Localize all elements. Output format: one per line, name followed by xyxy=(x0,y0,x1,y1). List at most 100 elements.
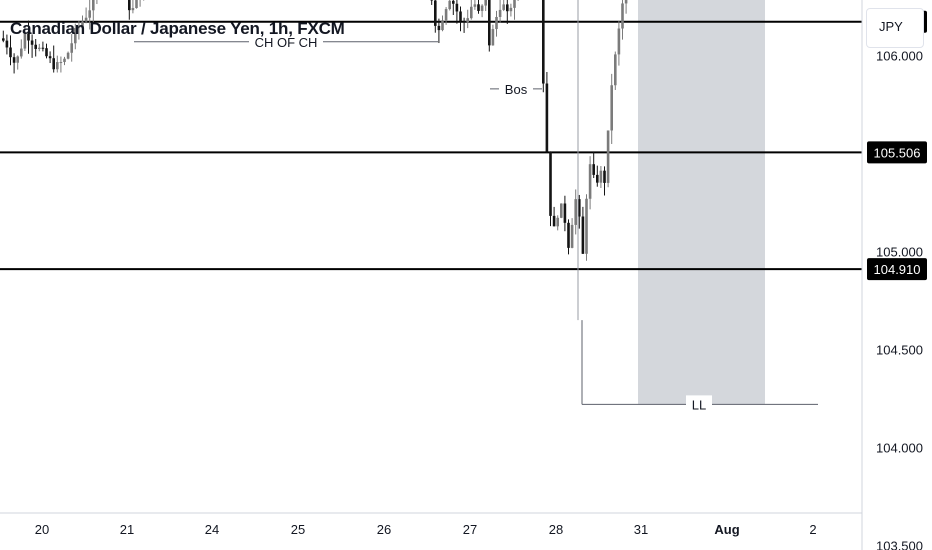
candle-14 xyxy=(52,45,55,73)
candle-body-7 xyxy=(27,33,30,41)
currency-button[interactable]: JPY xyxy=(866,8,924,48)
candle-150 xyxy=(542,0,545,93)
candle-body-160 xyxy=(578,199,581,217)
annotation-bg-bos xyxy=(499,79,533,98)
candle-143 xyxy=(517,0,519,1)
candle-125 xyxy=(452,0,455,15)
candle-12 xyxy=(45,43,48,59)
candle-35 xyxy=(128,0,131,20)
x-tick-2: 24 xyxy=(205,522,219,537)
candle-155 xyxy=(560,203,563,219)
candle-body-162 xyxy=(585,198,588,254)
x-tick-5: 27 xyxy=(463,522,477,537)
candle-3 xyxy=(12,53,16,74)
candle-body-150 xyxy=(542,0,545,84)
price-label-text-3: 104.910 xyxy=(874,262,921,277)
candle-body-125 xyxy=(452,0,455,4)
candle-body-1 xyxy=(5,40,9,48)
candle-0 xyxy=(2,30,5,43)
candle-133 xyxy=(480,4,484,18)
candle-body-24 xyxy=(88,10,91,18)
candle-body-151 xyxy=(545,83,549,152)
candle-body-2 xyxy=(9,47,12,58)
candle-body-135 xyxy=(488,0,491,46)
candle-body-10 xyxy=(38,47,41,49)
x-tick-7: 31 xyxy=(634,522,648,537)
candle-18 xyxy=(66,51,70,60)
candle-body-16 xyxy=(59,62,63,64)
candle-158 xyxy=(570,218,574,249)
candle-131 xyxy=(473,0,477,10)
candle-124 xyxy=(448,0,451,11)
candle-body-35 xyxy=(128,0,131,11)
candle-135 xyxy=(488,0,491,52)
candle-159 xyxy=(574,189,577,235)
candle-body-13 xyxy=(48,56,52,59)
candle-body-155 xyxy=(560,203,563,218)
candle-body-22 xyxy=(81,21,84,27)
candle-172 xyxy=(621,0,624,40)
candle-36 xyxy=(131,0,135,14)
candle-body-158 xyxy=(570,224,574,248)
candle-body-19 xyxy=(70,43,73,53)
y-tick-4: 106.000 xyxy=(876,49,923,64)
annotation-label-bos: Bos xyxy=(505,82,528,97)
candle-body-36 xyxy=(131,8,135,11)
candle-body-18 xyxy=(66,52,70,59)
candle-body-170 xyxy=(614,54,617,86)
candles xyxy=(2,0,628,261)
candle-body-134 xyxy=(484,0,487,6)
candle-15 xyxy=(56,55,59,73)
candle-body-139 xyxy=(502,4,505,10)
annotations: CH OF CH Bos LL xyxy=(134,0,818,414)
candle-body-0 xyxy=(2,38,5,41)
candle-152 xyxy=(549,151,552,227)
candle-136 xyxy=(491,24,495,46)
candle-body-14 xyxy=(52,58,55,70)
candle-170 xyxy=(614,51,617,90)
candle-156 xyxy=(563,195,567,232)
candle-10 xyxy=(38,43,41,52)
candle-body-141 xyxy=(509,7,513,12)
candle-body-15 xyxy=(56,62,59,70)
candle-122 xyxy=(441,15,444,32)
horizontal-levels xyxy=(0,20,862,271)
candle-body-37 xyxy=(135,0,138,9)
candle-body-123 xyxy=(444,9,448,21)
candle-168 xyxy=(606,130,610,188)
candle-169 xyxy=(610,73,613,144)
candle-body-142 xyxy=(513,0,516,8)
candle-139 xyxy=(502,0,505,12)
candle-38 xyxy=(139,0,141,7)
candle-119 xyxy=(430,0,433,5)
price-label-text-2: 105.506 xyxy=(874,145,921,160)
candle-body-138 xyxy=(498,9,502,17)
candle-body-153 xyxy=(552,215,556,227)
candle-138 xyxy=(498,0,502,23)
candle-body-130 xyxy=(470,6,473,19)
candle-body-126 xyxy=(455,3,459,12)
candle-body-8 xyxy=(30,40,34,45)
candle-body-131 xyxy=(473,4,477,7)
candle-130 xyxy=(470,0,473,20)
candle-body-122 xyxy=(441,20,444,31)
candle-1 xyxy=(5,34,9,55)
candle-body-9 xyxy=(34,44,37,49)
chart-title: Canadian Dollar / Japanese Yen, 1h, FXCM xyxy=(10,19,345,38)
candle-120 xyxy=(434,0,437,33)
y-tick-6: 105.000 xyxy=(876,245,923,260)
candle-body-21 xyxy=(77,26,81,29)
candle-151 xyxy=(545,71,549,153)
candle-body-120 xyxy=(434,0,437,26)
candle-9 xyxy=(34,38,37,57)
candle-body-129 xyxy=(466,18,469,23)
candle-165 xyxy=(596,165,599,187)
candle-body-20 xyxy=(74,28,77,44)
candle-37 xyxy=(135,0,138,9)
candle-123 xyxy=(444,7,448,25)
x-tick-6: 28 xyxy=(549,522,563,537)
candle-body-140 xyxy=(506,4,509,12)
candle-body-119 xyxy=(430,0,433,1)
